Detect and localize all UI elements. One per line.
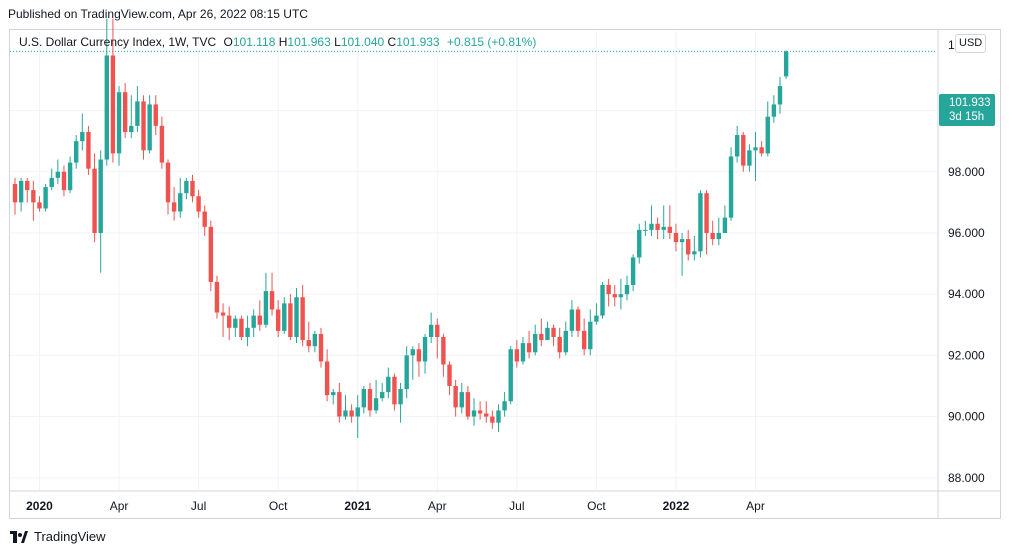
tradingview-logo-icon	[10, 530, 28, 543]
published-caption: Published on TradingView.com, Apr 26, 20…	[8, 7, 308, 21]
close-label: C	[387, 35, 397, 49]
open-value: 101.118	[232, 35, 276, 49]
currency-button[interactable]: USD	[955, 34, 987, 53]
chart-frame[interactable]	[9, 29, 1001, 519]
symbol-legend: U.S. Dollar Currency Index, 1W, TVC O101…	[19, 35, 536, 49]
last-price-badge: 101.933 3d 15h	[939, 94, 995, 126]
high-label: H	[278, 35, 288, 49]
open-label: O	[223, 35, 233, 49]
bar-countdown: 3d 15h	[949, 111, 985, 123]
tradingview-logo[interactable]: TradingView	[10, 529, 106, 544]
change-value: +0.815 (+0.81%)	[446, 35, 537, 49]
tradingview-brand: TradingView	[34, 529, 106, 544]
low-value: 101.040	[340, 35, 385, 49]
last-price-value: 101.933	[949, 97, 991, 109]
close-value: 101.933	[396, 35, 440, 49]
low-label: L	[334, 35, 341, 49]
high-value: 101.963	[287, 35, 331, 49]
symbol-title: U.S. Dollar Currency Index, 1W, TVC	[19, 35, 217, 49]
